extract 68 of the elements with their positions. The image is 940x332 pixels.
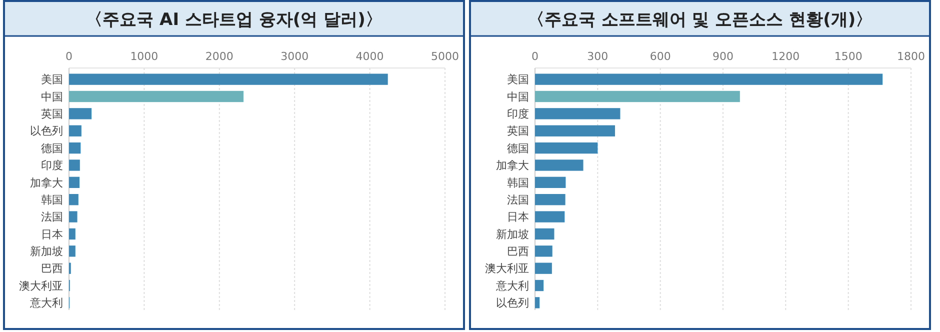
chart-title: 〈주요국 소프트웨어 및 오픈소스 현황(개)〉	[527, 10, 873, 30]
bar	[535, 108, 620, 120]
x-tick-label: 600	[650, 50, 671, 63]
y-tick-label: 意大利	[29, 296, 63, 310]
x-tick-label: 4000	[356, 50, 384, 63]
y-tick-label: 韩国	[507, 176, 529, 190]
bar	[69, 142, 81, 154]
bar	[535, 176, 566, 188]
x-tick-label: 0	[66, 50, 72, 63]
y-tick-label: 法国	[41, 210, 63, 224]
y-tick-label: 巴西	[41, 262, 63, 276]
y-tick-label: 印度	[507, 108, 529, 121]
x-tick-label: 1800	[897, 50, 925, 63]
x-tick-label: 0	[532, 50, 538, 63]
x-tick-label: 900	[712, 50, 734, 63]
x-tick-label: 1000	[130, 50, 158, 63]
chart-title: 〈주요국 AI 스타트업 융자(억 달러)〉	[86, 10, 382, 30]
y-tick-label: 加拿大	[30, 176, 63, 190]
bar	[69, 246, 76, 257]
y-tick-label: 新加坡	[496, 228, 529, 241]
y-tick-label: 日本	[507, 210, 529, 224]
bar	[535, 262, 552, 274]
bar	[69, 125, 82, 136]
y-tick-label: 加拿大	[496, 159, 529, 172]
bar	[535, 246, 552, 257]
bar	[69, 90, 244, 102]
bar	[535, 125, 616, 136]
y-tick-label: 日本	[41, 228, 63, 241]
y-tick-label: 美国	[41, 73, 63, 86]
x-tick-label: 3000	[280, 50, 309, 63]
y-tick-label: 澳大利亚	[19, 279, 63, 292]
y-tick-label: 印度	[41, 159, 63, 172]
bar	[69, 160, 80, 171]
bar	[69, 211, 78, 222]
y-tick-label: 巴西	[507, 244, 529, 258]
bar	[535, 297, 540, 308]
x-tick-label: 1500	[834, 50, 862, 63]
bar	[69, 108, 92, 120]
x-tick-label: 2000	[205, 50, 234, 63]
bar	[69, 176, 80, 188]
bar	[535, 280, 544, 292]
y-tick-label: 中国	[41, 90, 63, 104]
bar	[535, 228, 554, 240]
bar	[535, 90, 740, 102]
y-tick-label: 法国	[507, 193, 529, 206]
y-tick-label: 以色列	[496, 296, 529, 310]
bar	[535, 142, 598, 154]
bar	[69, 74, 388, 85]
x-tick-label: 300	[587, 50, 608, 63]
y-tick-label: 英国	[507, 124, 529, 138]
y-tick-label: 德国	[41, 142, 63, 155]
x-tick-label: 5000	[431, 50, 459, 63]
y-tick-label: 德国	[507, 142, 529, 155]
y-tick-label: 美国	[507, 73, 529, 86]
bar	[535, 211, 565, 222]
y-tick-label: 韩国	[41, 193, 63, 206]
bar	[535, 74, 883, 85]
y-tick-label: 中国	[507, 90, 529, 104]
y-tick-label: 英国	[41, 108, 63, 121]
bar	[535, 160, 584, 171]
bar	[69, 228, 76, 240]
bar	[535, 194, 566, 206]
y-tick-label: 以色列	[30, 124, 63, 138]
y-tick-label: 意大利	[495, 279, 529, 292]
y-tick-label: 澳大利亚	[485, 262, 529, 276]
x-tick-label: 1200	[772, 50, 800, 63]
bar	[69, 194, 78, 206]
y-tick-label: 新加坡	[30, 244, 63, 258]
